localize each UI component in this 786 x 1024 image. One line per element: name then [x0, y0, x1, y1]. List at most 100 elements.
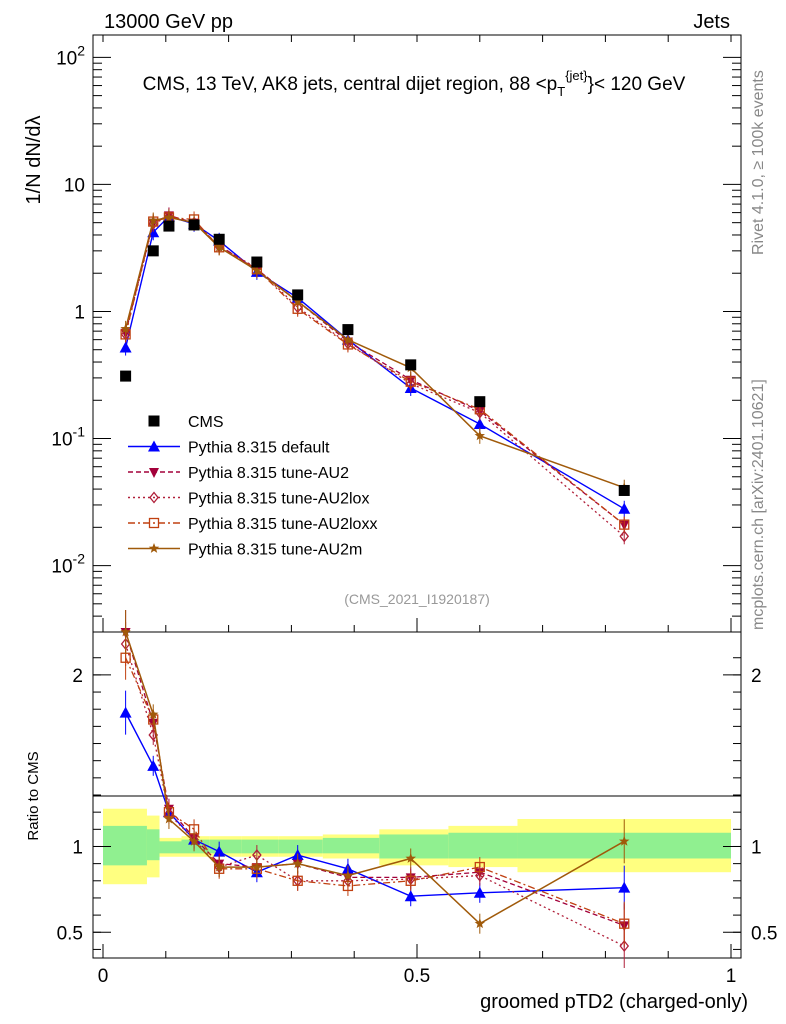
- data-point: [619, 519, 630, 530]
- data-point: [213, 241, 225, 252]
- ratio-point: [619, 939, 630, 953]
- band-inner: [159, 841, 182, 854]
- ratio-point: [292, 858, 303, 869]
- cms-data-point: [251, 256, 263, 268]
- ratio-point: [188, 835, 200, 846]
- main-title-sub: T: [557, 84, 565, 99]
- ratio-tick-label-right: 1: [751, 837, 762, 858]
- data-point: [474, 406, 485, 419]
- legend-marker: [149, 491, 159, 504]
- band-inner: [103, 825, 147, 866]
- legend-label: Pythia 8.315 tune-AU2lox: [188, 491, 369, 508]
- x-tick-label: 0: [98, 966, 109, 987]
- legend-marker: [148, 517, 160, 529]
- x-tick-label: 0.5: [404, 966, 430, 987]
- ratio-point: [619, 918, 630, 929]
- main-y-label: 1/N dN/dλ: [23, 116, 45, 205]
- band-inner: [448, 832, 518, 859]
- band-inner: [146, 829, 160, 861]
- data-point: [292, 295, 303, 306]
- series-line-ratio: [124, 643, 625, 947]
- data-point: [619, 530, 630, 543]
- ratio-series: [119, 610, 631, 968]
- legend-marker: [148, 543, 160, 553]
- ratio-point: [619, 835, 630, 846]
- data-point: [342, 334, 354, 345]
- analysis-id: (CMS_2021_I1920187): [344, 591, 490, 607]
- header-left: 13000 GeV pp: [104, 11, 233, 33]
- cms-data-point: [474, 396, 486, 408]
- legend-marker: [148, 440, 160, 452]
- cms-data-point: [292, 289, 304, 301]
- series-line-ratio: [124, 631, 625, 927]
- ratio-point: [120, 626, 131, 637]
- data-point: [119, 341, 132, 353]
- ratio-tick-label: 0.5: [57, 923, 83, 944]
- legend-marker: [148, 415, 160, 427]
- legend-label: Pythia 8.315 tune-AU2loxx: [188, 516, 377, 533]
- data-point: [618, 502, 631, 514]
- main-title-sup: {jet}: [565, 68, 588, 83]
- ratio-uncertainty-bands: [103, 808, 731, 885]
- main-title-tail: }< 120 GeV: [588, 74, 686, 95]
- ratio-frame: [92, 631, 742, 959]
- legend-label: Pythia 8.315 tune-AU2m: [188, 542, 362, 559]
- main-title: CMS, 13 TeV, AK8 jets, central dijet reg…: [143, 68, 686, 99]
- data-point: [405, 376, 416, 387]
- ratio-point: [147, 759, 160, 771]
- cms-data-point: [405, 359, 417, 371]
- band-inner: [209, 839, 242, 854]
- axes: 0 0.5 1 10-2 10-1 1 10 102 0.5 0.5 1 1 2 2: [51, 35, 777, 987]
- series-line-main: [124, 215, 625, 537]
- ratio-tick-label-right: 2: [751, 666, 762, 687]
- data-point: [251, 265, 263, 275]
- rivet-label: Rivet 4.1.0, ≥ 100k events: [750, 70, 767, 255]
- ratio-point: [405, 853, 416, 863]
- ratio-tick-label: 1: [72, 837, 83, 858]
- ratio-y-label: Ratio to CMS: [25, 751, 42, 840]
- cms-data-point: [120, 370, 132, 382]
- cms-data-point: [342, 324, 354, 336]
- main-title-text: CMS, 13 TeV, AK8 jets, central dijet reg…: [143, 74, 558, 95]
- data-point: [473, 418, 486, 430]
- ratio-point: [148, 708, 159, 719]
- header-right: Jets: [693, 11, 730, 33]
- ratio-point: [292, 875, 303, 886]
- cms-data-point: [618, 484, 630, 496]
- x-tick-label: 1: [726, 966, 737, 987]
- ratio-tick-label: 2: [72, 666, 83, 687]
- ratio-point: [473, 886, 486, 898]
- data-point: [163, 211, 175, 222]
- y-tick-label: 1: [74, 302, 85, 323]
- legend-label: CMS: [188, 414, 224, 431]
- main-series: [119, 207, 631, 545]
- cms-data-point: [163, 220, 175, 232]
- cms-data-point: [213, 233, 225, 245]
- data-point: [474, 430, 485, 441]
- cms-data-point: [147, 245, 159, 257]
- ratio-point: [618, 881, 631, 893]
- mcplots-label: mcplots.cern.ch [arXiv:2401.10621]: [750, 379, 767, 630]
- ratio-point: [404, 890, 417, 902]
- legend-label: Pythia 8.315 tune-AU2: [188, 465, 349, 482]
- ratio-point: [405, 875, 416, 886]
- data-point: [120, 323, 131, 334]
- ratio-tick-label-right: 0.5: [751, 923, 777, 944]
- band-inner: [278, 839, 323, 854]
- ratio-point: [251, 861, 263, 872]
- ratio-point: [342, 870, 354, 881]
- y-tick-label: 10: [64, 175, 85, 196]
- legend-marker: [149, 468, 159, 478]
- data-point: [148, 215, 159, 225]
- ratio-point: [474, 918, 485, 929]
- legend-label: Pythia 8.315 default: [188, 440, 330, 457]
- x-axis-label: groomed pTD2 (charged-only): [480, 991, 748, 1013]
- y-tick-label: 10-2: [51, 551, 85, 578]
- ratio-point: [474, 861, 485, 873]
- cms-data-point: [188, 219, 200, 231]
- y-tick-label: 102: [56, 42, 85, 69]
- y-tick-label: 10-1: [51, 424, 85, 451]
- band-inner: [241, 839, 279, 854]
- ratio-point: [119, 706, 132, 718]
